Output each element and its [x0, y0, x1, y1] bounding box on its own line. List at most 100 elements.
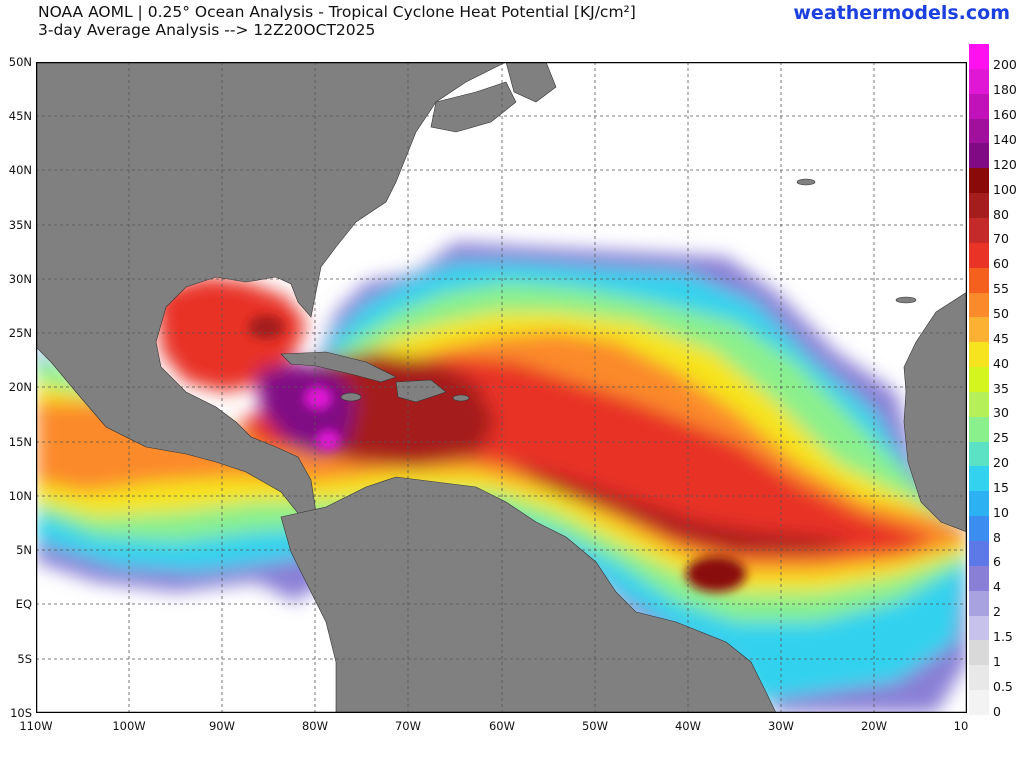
colorbar-label: 1 [993, 653, 1001, 669]
heat-field [36, 242, 967, 713]
lat-label: 5S [17, 652, 32, 666]
azores-islands [796, 178, 816, 186]
colorbar-label: 160 [993, 107, 1017, 123]
colorbar-label: 55 [993, 281, 1009, 297]
colorbar-swatch [969, 242, 989, 269]
lon-label: 40W [674, 719, 701, 733]
colorbar-swatch [969, 118, 989, 144]
heat-potential-map[interactable] [36, 62, 967, 713]
colorbar-swatch [969, 217, 989, 244]
colorbar-swatch [969, 93, 989, 120]
lon-label: 90W [208, 719, 235, 733]
colorbar-swatch [969, 68, 989, 95]
colorbar-label: 30 [993, 405, 1009, 421]
colorbar-swatch [969, 317, 989, 343]
colorbar-label: 50 [993, 305, 1009, 321]
hispaniola-island [395, 379, 447, 403]
colorbar-swatch [969, 665, 989, 691]
lat-label: 10S [10, 706, 32, 720]
colorbar-swatch [969, 367, 989, 393]
lon-label: 50W [581, 719, 608, 733]
colorbar-label: 15 [993, 479, 1009, 495]
colorbar-label: 25 [993, 430, 1009, 446]
colorbar-label: 35 [993, 380, 1009, 396]
colorbar-label: 120 [993, 156, 1017, 172]
puerto-rico-island [452, 394, 470, 402]
colorbar-swatch [969, 590, 989, 617]
lat-label: 5N [16, 543, 32, 557]
lat-label: 25N [8, 326, 32, 340]
colorbar-swatch [969, 491, 989, 517]
colorbar-label: 140 [993, 131, 1017, 147]
colorbar-swatch [969, 416, 989, 443]
colorbar-label: 70 [993, 231, 1009, 247]
lat-label: 40N [8, 163, 32, 177]
lon-label: 110W [19, 719, 53, 733]
lat-label: 50N [8, 55, 32, 69]
title-line-1: NOAA AOML | 0.25° Ocean Analysis - Tropi… [38, 3, 636, 21]
field-gulf [156, 277, 306, 392]
colorbar-label: 2 [993, 604, 1001, 620]
colorbar-swatch [969, 690, 989, 716]
colorbar-swatch [969, 516, 989, 542]
jamaica-island [340, 392, 362, 402]
lon-label: 20W [860, 719, 887, 733]
colorbar-label: 100 [993, 181, 1017, 197]
colorbar-swatch [969, 267, 989, 293]
lat-label: 20N [8, 380, 32, 394]
cuba-island [280, 351, 397, 383]
colorbar-label: 0.5 [993, 678, 1013, 694]
colorbar-label: 0 [993, 703, 1001, 719]
colorbar-label: 1.5 [993, 629, 1013, 645]
newfoundland-land [505, 62, 557, 103]
site-watermark[interactable]: weathermodels.com [793, 2, 1010, 24]
lat-label: 45N [8, 109, 32, 123]
lat-label: 30N [8, 272, 32, 286]
colorbar-label: 80 [993, 206, 1009, 222]
colorbar [969, 44, 989, 716]
lon-label: 80W [301, 719, 328, 733]
lon-label: 60W [488, 719, 515, 733]
north-america-land [36, 62, 507, 518]
colorbar-swatch [969, 441, 989, 467]
colorbar-swatch [969, 640, 989, 666]
land-masses [36, 62, 967, 713]
nova-scotia-land [430, 81, 517, 133]
lon-label: 10 [953, 719, 969, 733]
graticule [36, 62, 967, 713]
colorbar-swatch [969, 541, 989, 567]
map-title: NOAA AOML | 0.25° Ocean Analysis - Tropi… [38, 3, 636, 39]
colorbar-label: 40 [993, 355, 1009, 371]
colorbar-swatch [969, 615, 989, 641]
lon-label: 30W [767, 719, 794, 733]
colorbar-label: 180 [993, 82, 1017, 98]
colorbar-label: 10 [993, 504, 1009, 520]
colorbar-swatch [969, 342, 989, 368]
lat-label: EQ [15, 597, 32, 611]
colorbar-swatch [969, 565, 989, 592]
map-canvas [36, 62, 967, 713]
colorbar-label: 4 [993, 579, 1001, 595]
colorbar-swatch [969, 143, 989, 169]
canary-islands [895, 296, 917, 304]
colorbar-swatch [969, 391, 989, 418]
colorbar-label: 20 [993, 455, 1009, 471]
colorbar-swatch [969, 44, 989, 70]
lon-label: 70W [394, 719, 421, 733]
colorbar-swatch [969, 292, 989, 318]
colorbar-label: 60 [993, 256, 1009, 272]
colorbar-label: 45 [993, 330, 1009, 346]
lon-label: 100W [112, 719, 146, 733]
colorbar-label: 8 [993, 529, 1001, 545]
lat-label: 35N [8, 218, 32, 232]
map-frame [36, 62, 967, 713]
colorbar-swatch [969, 193, 989, 219]
colorbar-swatch [969, 466, 989, 492]
lat-label: 15N [8, 435, 32, 449]
colorbar-label: 200 [993, 57, 1017, 73]
africa-land [903, 291, 967, 533]
lat-label: 10N [8, 489, 32, 503]
south-america-land [280, 476, 777, 713]
title-line-2: 3-day Average Analysis --> 12Z20OCT2025 [38, 21, 376, 39]
colorbar-swatch [969, 168, 989, 194]
